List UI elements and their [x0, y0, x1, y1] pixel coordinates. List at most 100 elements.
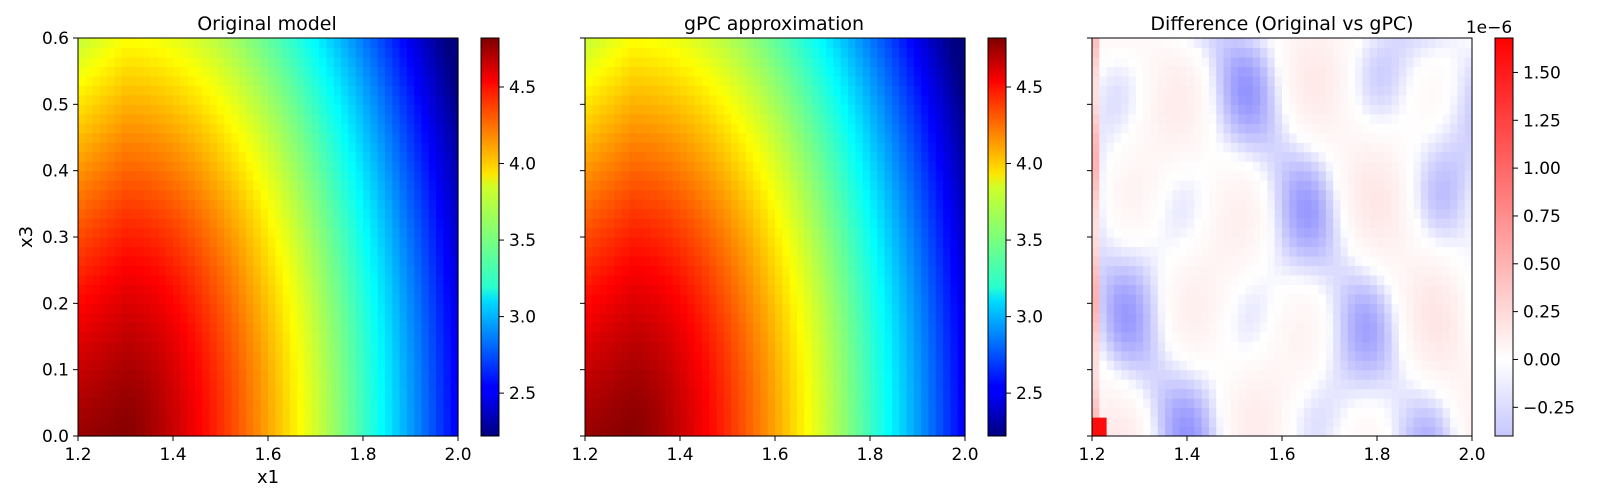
heatmap-cell — [709, 170, 718, 181]
heatmap-cell — [614, 85, 623, 96]
heatmap-cell — [906, 293, 915, 304]
heatmap-cell — [672, 170, 681, 181]
heatmap-cell — [658, 350, 666, 361]
heatmap-cell — [406, 312, 415, 323]
heatmap-cell — [913, 407, 922, 418]
heatmap-cell — [129, 407, 138, 418]
heatmap-cell — [260, 75, 269, 86]
heatmap-cell — [928, 161, 937, 172]
heatmap-cell — [628, 85, 637, 96]
heatmap-cell — [928, 132, 937, 143]
heatmap-cell — [636, 388, 645, 399]
heatmap-cell — [921, 113, 930, 124]
heatmap-cell — [1143, 417, 1152, 428]
heatmap-cell — [870, 312, 878, 323]
heatmap-cell — [158, 208, 167, 219]
heatmap-cell — [428, 38, 437, 49]
heatmap-cell — [1165, 331, 1173, 342]
heatmap-cell — [921, 255, 930, 267]
heatmap-cell — [848, 255, 856, 267]
heatmap-cell — [877, 218, 886, 229]
heatmap-cell — [392, 180, 401, 191]
heatmap-cell — [731, 331, 740, 342]
heatmap-cell — [789, 142, 798, 153]
heatmap-cell — [143, 161, 152, 172]
heatmap-cell — [282, 331, 291, 342]
heatmap-cell — [194, 75, 203, 86]
heatmap-cell — [231, 142, 240, 153]
heatmap-cell — [289, 284, 298, 295]
heatmap-cell — [621, 75, 630, 86]
heatmap-cell — [818, 360, 827, 371]
heatmap-cell — [224, 132, 233, 143]
heatmap-cell — [899, 274, 908, 285]
heatmap-cell — [855, 56, 864, 68]
heatmap-cell — [268, 208, 276, 219]
heatmap-cell — [282, 47, 291, 58]
heatmap-cell — [253, 66, 262, 77]
heatmap-cell — [891, 180, 900, 191]
heatmap-cell — [377, 85, 386, 96]
heatmap-cell — [406, 85, 415, 96]
heatmap-cell — [326, 274, 335, 285]
heatmap-cell — [628, 104, 637, 115]
x-ticks: 1.2 1.4 1.6 1.8 2.0 — [571, 436, 979, 465]
heatmap-cell — [392, 104, 401, 115]
heatmap-cell — [107, 75, 116, 86]
heatmap-cell — [180, 142, 189, 153]
heatmap-cell — [745, 132, 754, 143]
heatmap-cell — [114, 170, 123, 181]
heatmap-cell — [877, 94, 886, 105]
heatmap-cell — [333, 113, 342, 124]
heatmap-cell — [818, 208, 827, 219]
heatmap-cell — [811, 180, 820, 191]
heatmap-cell — [136, 170, 145, 181]
heatmap-cell — [1099, 199, 1108, 210]
heatmap-cell — [129, 113, 138, 124]
heatmap-cell — [811, 75, 820, 86]
heatmap-cell — [1172, 66, 1181, 77]
heatmap-cell — [1128, 227, 1137, 238]
heatmap-cell — [384, 360, 393, 371]
heatmap-cell — [789, 123, 798, 134]
heatmap-cell — [723, 265, 732, 276]
heatmap-cell — [1128, 170, 1137, 181]
heatmap-cell — [738, 132, 747, 143]
heatmap-cell — [782, 360, 791, 371]
heatmap-cell — [1121, 246, 1130, 257]
heatmap-cell — [1172, 189, 1181, 200]
heatmap-cell — [151, 227, 159, 238]
heatmap-cell — [443, 407, 452, 418]
heatmap-cell — [151, 66, 159, 77]
heatmap-cell — [297, 417, 306, 428]
heatmap-cell — [1135, 255, 1144, 267]
heatmap-cell — [136, 104, 145, 115]
heatmap-cell — [891, 274, 900, 285]
heatmap-cell — [129, 199, 138, 210]
heatmap-cell — [1157, 322, 1166, 333]
heatmap-cell — [767, 170, 776, 181]
heatmap-cell — [319, 208, 328, 219]
heatmap-cell — [782, 113, 791, 124]
heatmap-cell — [428, 341, 437, 352]
heatmap-cell — [406, 94, 415, 105]
heatmap-cell — [687, 379, 696, 390]
heatmap-cell — [643, 255, 652, 267]
heatmap-cell — [782, 350, 791, 361]
heatmap-cell — [428, 284, 437, 295]
heatmap-cell — [606, 180, 615, 191]
heatmap-cell — [158, 255, 167, 267]
heatmap-cell — [428, 407, 437, 418]
heatmap-cell — [899, 123, 908, 134]
heatmap-cell — [1150, 227, 1159, 238]
heatmap-cell — [121, 47, 130, 58]
heatmap-cell — [658, 170, 666, 181]
heatmap-cell — [585, 350, 593, 361]
heatmap-cell — [319, 189, 328, 200]
heatmap-cell — [99, 47, 108, 58]
heatmap-cell — [406, 189, 415, 200]
heatmap-cell — [341, 218, 349, 229]
heatmap-cell — [173, 142, 181, 153]
heatmap-cell — [311, 199, 320, 210]
heatmap-cell — [1113, 350, 1122, 361]
